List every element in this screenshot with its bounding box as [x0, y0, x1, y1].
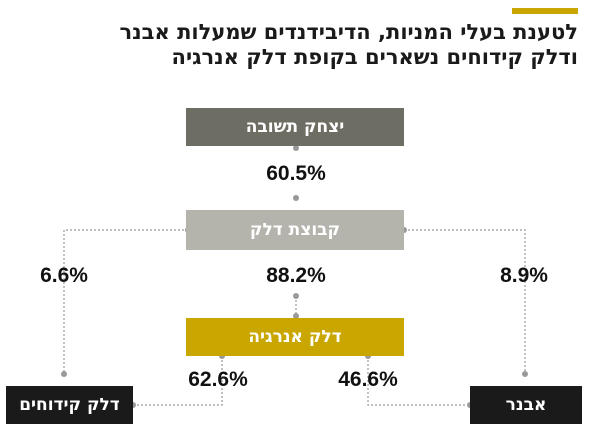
dot-avner-top — [522, 371, 528, 377]
dot-drilling-top — [61, 371, 67, 377]
node-delek-energy-label: דלק אנרגיה — [248, 327, 342, 347]
connector-energy-drilling — [133, 356, 223, 406]
dot-group-bottom — [293, 293, 299, 299]
pct-yitzhak-to-group: 60.5% — [266, 162, 326, 185]
node-yitzhak-tshuva-label: יצחק תשובה — [245, 117, 345, 137]
dot-energy-top — [293, 313, 299, 319]
chart-title: לטענת בעלי המניות, הדיבידנדים שמעלות אבנ… — [8, 20, 578, 70]
pct-energy-to-drilling: 62.6% — [188, 368, 248, 391]
pct-group-to-energy: 88.2% — [266, 264, 326, 287]
node-delek-group-label: קבוצת דלק — [249, 220, 341, 240]
pct-group-to-avner: 8.9% — [500, 264, 548, 287]
node-delek-drilling-label: דלק קידוחים — [19, 395, 120, 415]
title-line-2: ודלק קידוחים נשארים בקופת דלק אנרגיה — [171, 45, 578, 69]
title-line-1: לטענת בעלי המניות, הדיבידנדים שמעלות אבנ… — [119, 20, 578, 44]
pct-energy-to-avner: 46.6% — [338, 368, 398, 391]
connector-energy-avner — [367, 356, 470, 406]
node-delek-group: קבוצת דלק — [186, 210, 404, 250]
node-yitzhak-tshuva: יצחק תשובה — [186, 108, 404, 146]
pct-group-to-drilling: 6.6% — [40, 264, 88, 287]
node-delek-energy: דלק אנרגיה — [186, 318, 404, 356]
connector-group-drilling — [63, 229, 188, 372]
dot-group-top — [293, 195, 299, 201]
connector-group-avner — [404, 229, 526, 372]
accent-bar — [512, 8, 578, 14]
dot-yitzhak-bottom — [293, 145, 299, 151]
node-delek-drilling: דלק קידוחים — [6, 386, 133, 424]
node-avner: אבנר — [470, 386, 582, 424]
node-avner-label: אבנר — [505, 395, 547, 415]
